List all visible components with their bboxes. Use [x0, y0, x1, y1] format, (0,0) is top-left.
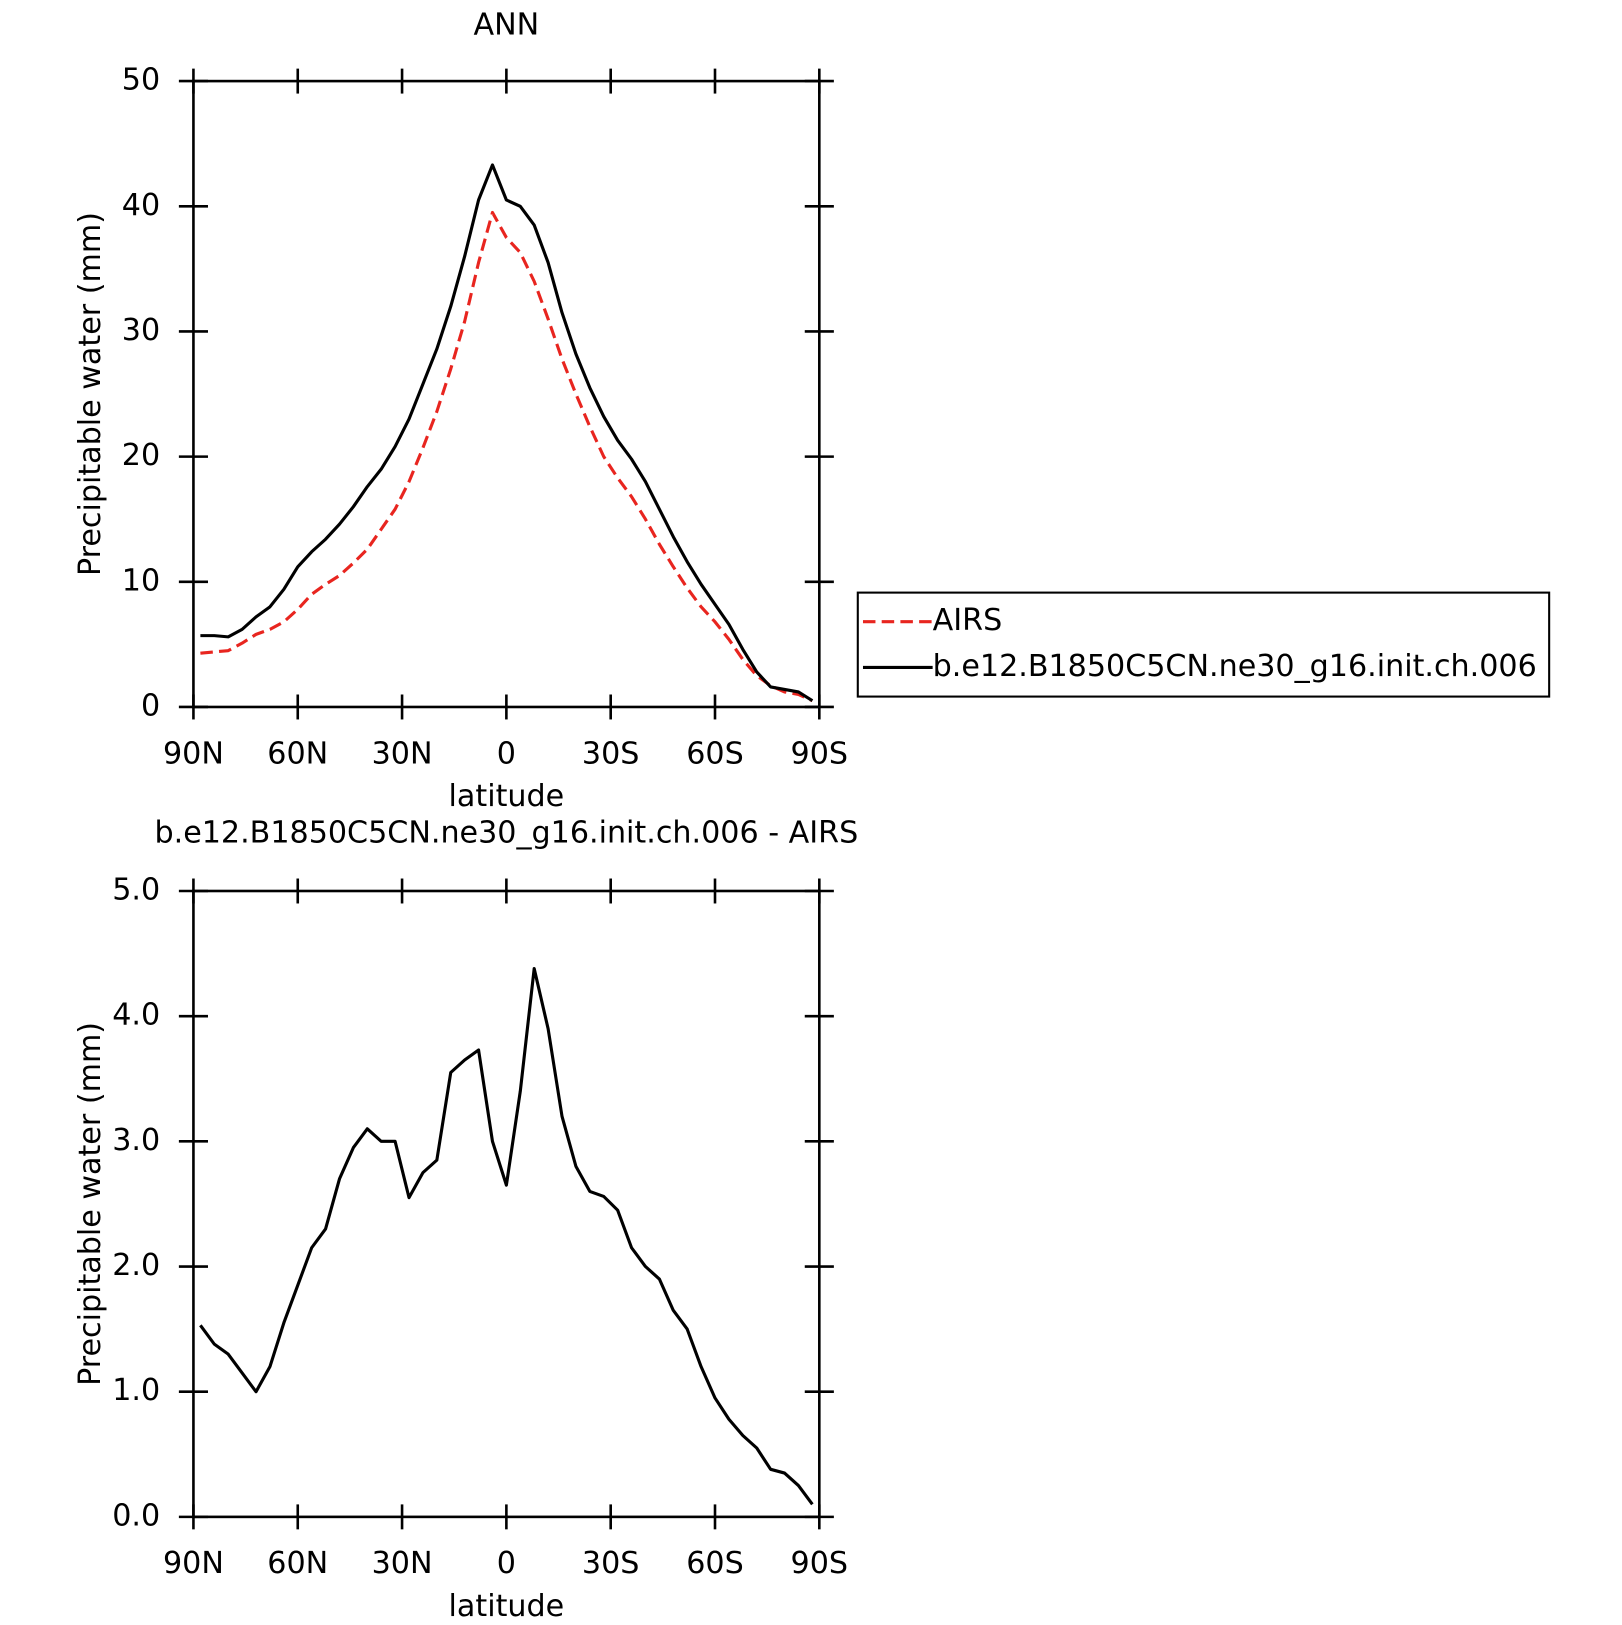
x-axis-label: latitude: [449, 1589, 565, 1624]
x-tick-label: 90N: [163, 736, 224, 771]
y-tick-label: 3.0: [112, 1123, 160, 1158]
plot-frame: [192, 79, 821, 709]
y-tick-label: 0: [141, 688, 160, 723]
legend-label: b.e12.B1850C5CN.ne30_g16.init.ch.006: [933, 649, 1537, 684]
x-tick-label: 60S: [686, 736, 744, 771]
y-tick-label: 50: [122, 63, 160, 98]
chart-title: b.e12.B1850C5CN.ne30_g16.init.ch.006 - A…: [154, 815, 858, 850]
plot-frame: [192, 889, 821, 1519]
chart-title: ANN: [474, 7, 540, 42]
x-tick-label: 60N: [267, 736, 328, 771]
x-tick-label: 30N: [372, 736, 433, 771]
x-tick-label: 90N: [163, 1546, 224, 1581]
y-tick-label: 5.0: [112, 872, 160, 907]
data-line: [200, 210, 814, 703]
x-tick-label: 90S: [791, 736, 849, 771]
y-tick-label: 20: [122, 438, 160, 473]
y-tick-label: 30: [122, 313, 160, 348]
x-tick-label: 30S: [582, 736, 640, 771]
x-tick-label: 30N: [372, 1546, 433, 1581]
x-tick-label: 60S: [686, 1546, 744, 1581]
x-tick-label: 30S: [582, 1546, 640, 1581]
x-tick-label: 0: [497, 1546, 516, 1581]
y-tick-label: 40: [122, 188, 160, 223]
legend-label: AIRS: [933, 603, 1003, 638]
y-tick-label: 10: [122, 563, 160, 598]
x-tick-label: 0: [497, 736, 516, 771]
x-tick-label: 60N: [267, 1546, 328, 1581]
x-axis-label: latitude: [449, 779, 565, 814]
x-tick-label: 90S: [791, 1546, 849, 1581]
y-tick-label: 1.0: [112, 1373, 160, 1408]
legend-box: [856, 591, 1551, 698]
data-line: [200, 163, 814, 703]
y-axis-label: Precipitable water (mm): [73, 212, 108, 576]
y-tick-label: 0.0: [112, 1498, 160, 1533]
y-tick-label: 4.0: [112, 998, 160, 1033]
data-line: [199, 967, 814, 1506]
y-axis-label: Precipitable water (mm): [73, 1022, 108, 1386]
y-tick-label: 2.0: [112, 1248, 160, 1283]
